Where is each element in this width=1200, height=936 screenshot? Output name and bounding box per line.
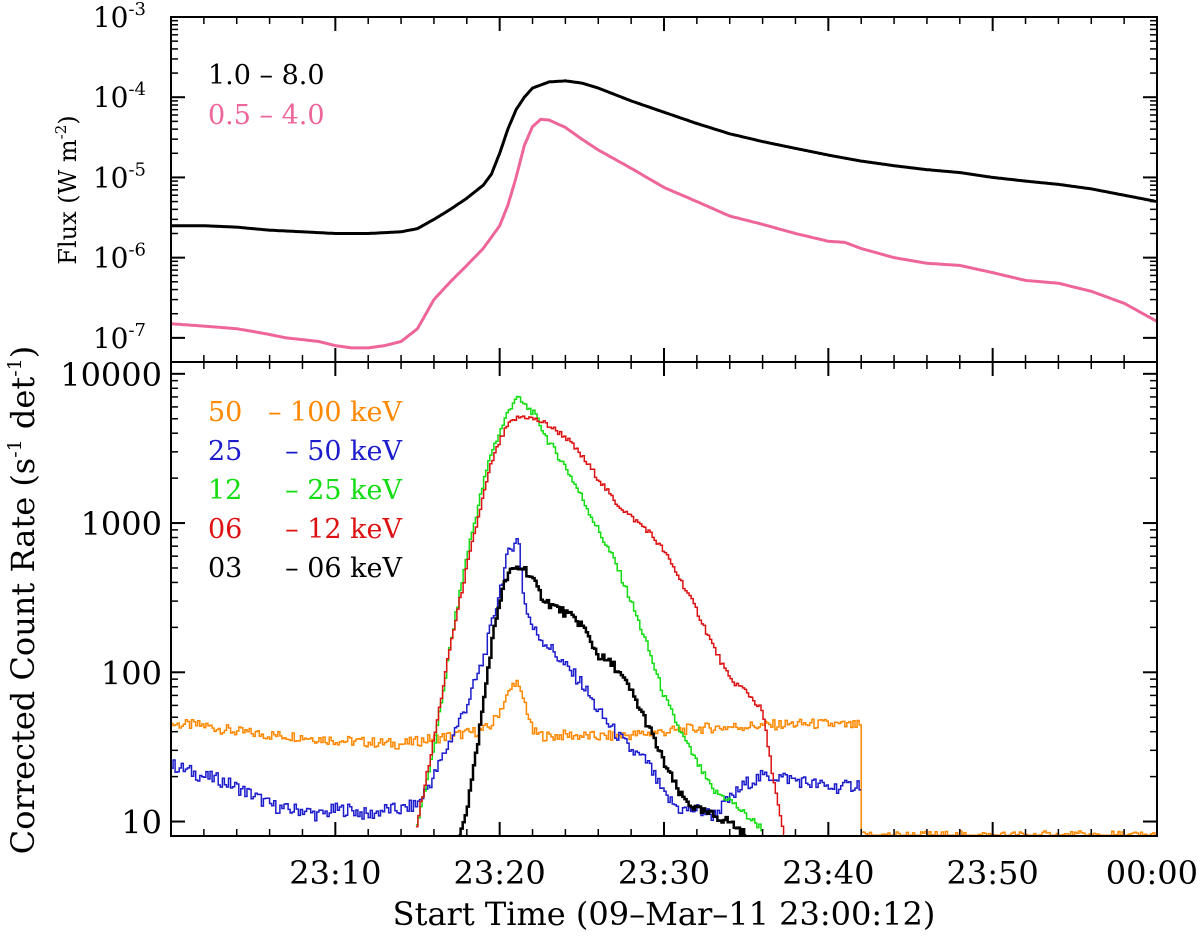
x-tick-label: 00:00 <box>1106 854 1198 892</box>
goes-x-ticks <box>203 17 1125 362</box>
goes-y-tick-label: 10-5 <box>93 159 146 194</box>
goes-y-tick-label: 10-6 <box>93 240 146 275</box>
rhessi-legend: 50 – 100 keV 25 – 50 keV 12 – 25 keV 06 – 12 ke… <box>208 397 403 584</box>
rhessi-legend-band-end: – 06 keV <box>285 553 402 584</box>
goes-legend-0.5-4: 0.5 – 4.0 <box>208 100 325 131</box>
goes-y-axis-label: Flux (W m-2) <box>52 115 82 264</box>
goes-series-group <box>170 79 1158 350</box>
rhessi-legend-band-start: 12 <box>208 475 242 506</box>
goes-y-tick-labels: 10-7 10-6 10-5 10-4 10-3 <box>93 0 146 355</box>
rhessi-y-tick-labels: 10 100 1000 10000 <box>60 356 162 842</box>
rhessi-y-tick-label: 100 <box>101 654 162 692</box>
goes-panel: 10-7 10-6 10-5 10-4 10-3 1.0 – 8.0 0.5 – 4.0… <box>52 0 1158 363</box>
goes-series-1 <box>170 117 1158 350</box>
goes-series-0 <box>171 79 1158 235</box>
rhessi-series-4 <box>458 565 747 837</box>
rhessi-panel: 10 100 1000 10000 23:10 23:20 23:30 23:40 23:50… <box>4 346 1198 933</box>
rhessi-y-tick-label: 1000 <box>81 505 162 543</box>
rhessi-legend-band-end: – 100 keV <box>268 397 403 428</box>
rhessi-legend-band-start: 03 <box>208 553 242 584</box>
rhessi-y-tick-label: 10000 <box>60 356 162 394</box>
goes-legend: 1.0 – 8.0 0.5 – 4.0 <box>208 60 325 131</box>
rhessi-legend-band-end: – 50 keV <box>285 436 402 467</box>
x-axis-label: Start Time (09–Mar–11 23:00:12) <box>393 895 936 933</box>
rhessi-legend-band-start: 50 <box>208 397 242 428</box>
rhessi-series-0 <box>171 679 1157 836</box>
rhessi-y-axis-label: Corrected Count Rate (s-1 det-1) <box>4 346 42 854</box>
x-tick-label: 23:10 <box>289 854 381 892</box>
rhessi-y-ticks <box>171 372 1157 823</box>
rhessi-legend-band-start: 25 <box>208 436 242 467</box>
x-tick-label: 23:30 <box>618 854 710 892</box>
goes-y-tick-label: 10-3 <box>93 0 146 34</box>
rhessi-series-group <box>171 395 1157 837</box>
rhessi-legend-band-end: – 12 keV <box>285 514 402 545</box>
x-tick-label: 23:50 <box>947 854 1039 892</box>
goes-y-tick-label: 10-4 <box>93 79 146 114</box>
rhessi-x-ticks <box>203 362 1125 836</box>
goes-y-tick-label: 10-7 <box>93 320 146 355</box>
rhessi-y-tick-label: 10 <box>121 804 162 842</box>
goes-legend-1-8: 1.0 – 8.0 <box>208 60 325 91</box>
x-tick-labels: 23:10 23:20 23:30 23:40 23:50 00:00 <box>289 854 1198 892</box>
goes-y-ticks <box>171 16 1157 339</box>
rhessi-legend-band-end: – 25 keV <box>285 475 402 506</box>
rhessi-series-1 <box>171 537 862 822</box>
rhessi-legend-band-start: 06 <box>208 514 242 545</box>
x-tick-label: 23:20 <box>454 854 546 892</box>
rhessi-series-3 <box>415 415 785 836</box>
rhessi-series-2 <box>415 395 763 832</box>
x-tick-label: 23:40 <box>782 854 874 892</box>
